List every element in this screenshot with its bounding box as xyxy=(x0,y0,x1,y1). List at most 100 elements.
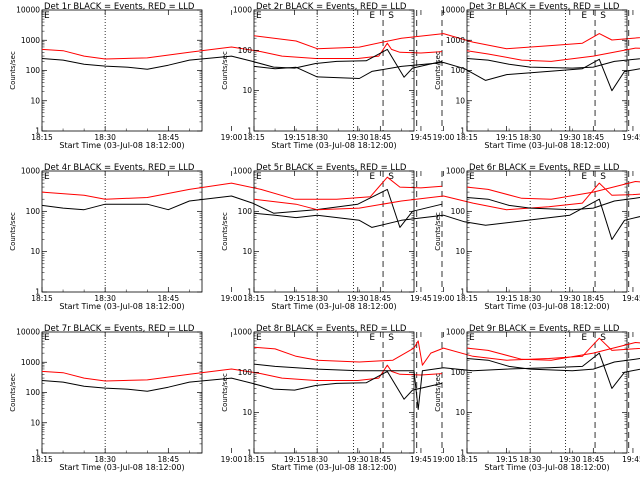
x-tick-label: 18:15 xyxy=(243,133,265,142)
plot-frame xyxy=(253,9,415,132)
x-tick-label: 18:30 xyxy=(519,455,541,464)
x-tick-label: 19:00 xyxy=(221,455,243,464)
y-tick-label: 1 xyxy=(247,449,252,458)
series-line-black-events xyxy=(466,58,640,69)
x-tick-label: 19:45 xyxy=(410,455,432,464)
y-tick-label: 100 xyxy=(26,66,41,75)
y-tick-label: 100 xyxy=(26,207,41,216)
series-line-red-lld xyxy=(41,176,443,200)
series-line-black-events xyxy=(253,352,640,410)
panel-title: Det 4r BLACK = Events, RED = LLD xyxy=(44,163,195,173)
y-tick-label: 100 xyxy=(451,207,466,216)
y-tick-label: 1 xyxy=(460,449,465,458)
y-axis-label: Counts/sec xyxy=(434,212,442,251)
series-line-black-events xyxy=(253,198,640,240)
marker-e-left: E xyxy=(469,172,475,182)
x-tick-label: 18:30 xyxy=(94,133,116,142)
marker-e-left: E xyxy=(44,11,50,21)
x-tick-label: 19:15 xyxy=(496,455,518,464)
x-tick-label: 18:45 xyxy=(370,133,392,142)
y-axis-label: Counts/sec xyxy=(221,373,229,412)
marker-e: E xyxy=(581,11,587,21)
marker-e-left: E xyxy=(469,333,475,343)
y-tick-label: 1000 xyxy=(446,36,465,45)
marker-e: E xyxy=(581,172,587,182)
y-tick-label: 10 xyxy=(242,86,252,95)
y-tick-label: 10000 xyxy=(16,328,40,337)
x-tick-label: 18:15 xyxy=(243,455,265,464)
x-axis-label: Start Time (03-Jul-08 18:12:00) xyxy=(484,302,609,311)
x-tick-label: 18:45 xyxy=(583,133,605,142)
y-tick-label: 1000 xyxy=(446,167,465,176)
panel-title: Det 2r BLACK = Events, RED = LLD xyxy=(256,2,407,12)
y-tick-label: 10 xyxy=(242,247,252,256)
y-tick-label: 10 xyxy=(455,408,465,417)
x-tick-label: 19:30 xyxy=(347,133,369,142)
y-tick-label: 1000 xyxy=(21,36,40,45)
x-axis-label: Start Time (03-Jul-08 18:12:00) xyxy=(484,463,609,472)
detector-panel-7: Det 7r BLACK = Events, RED = LLD 1 10 100 10… xyxy=(9,324,443,472)
y-tick-label: 10 xyxy=(30,96,40,105)
series-line-red-lld xyxy=(466,181,640,200)
detector-panel-4: Det 4r BLACK = Events, RED = LLD 1 10 100 10… xyxy=(9,163,443,311)
panel-title: Det 9r BLACK = Events, RED = LLD xyxy=(469,324,620,334)
y-tick-label: 100 xyxy=(238,368,253,377)
y-axis-label: Counts/sec xyxy=(434,373,442,412)
marker-s: S xyxy=(600,172,606,182)
series-line-red-lld xyxy=(253,33,640,50)
y-tick-label: 1000 xyxy=(21,167,40,176)
marker-s: S xyxy=(388,333,394,343)
x-tick-label: 19:15 xyxy=(284,133,306,142)
series-line-black-events xyxy=(466,197,640,211)
marker-e-left: E xyxy=(44,172,50,182)
y-tick-label: 100 xyxy=(451,66,466,75)
marker-s: S xyxy=(600,333,606,343)
x-tick-label: 18:30 xyxy=(306,294,328,303)
y-tick-label: 10 xyxy=(30,247,40,256)
plot-frame xyxy=(253,331,415,454)
plot-frame xyxy=(253,170,415,293)
x-tick-label: 18:15 xyxy=(456,133,478,142)
x-tick-label: 19:30 xyxy=(347,455,369,464)
x-tick-label: 18:45 xyxy=(158,133,180,142)
y-tick-label: 1000 xyxy=(446,328,465,337)
y-tick-label: 100 xyxy=(26,388,41,397)
series-line-red-lld xyxy=(253,337,640,366)
panel-title: Det 5r BLACK = Events, RED = LLD xyxy=(256,163,407,173)
x-tick-label: 18:45 xyxy=(370,294,392,303)
series-line-red-lld xyxy=(41,42,443,60)
plot-frame xyxy=(466,170,628,293)
series-line-black-events xyxy=(41,370,443,400)
y-axis-label: Counts/sec xyxy=(221,51,229,90)
x-tick-label: 18:45 xyxy=(158,455,180,464)
marker-e-left: E xyxy=(256,172,262,182)
y-tick-label: 1 xyxy=(35,449,40,458)
plot-frame xyxy=(466,9,628,132)
y-tick-label: 1000 xyxy=(233,6,252,15)
detector-panel-9: Det 9r BLACK = Events, RED = LLD 1 10 100 10… xyxy=(434,324,640,472)
x-tick-label: 19:45 xyxy=(622,294,640,303)
marker-s: S xyxy=(600,11,606,21)
x-tick-label: 18:15 xyxy=(31,294,53,303)
x-tick-label: 18:30 xyxy=(306,455,328,464)
x-tick-label: 19:15 xyxy=(284,455,306,464)
y-tick-label: 10 xyxy=(242,408,252,417)
y-tick-label: 1 xyxy=(460,288,465,297)
x-axis-label: Start Time (03-Jul-08 18:12:00) xyxy=(271,302,396,311)
x-tick-label: 19:00 xyxy=(221,133,243,142)
x-tick-label: 19:30 xyxy=(559,294,581,303)
x-axis-label: Start Time (03-Jul-08 18:12:00) xyxy=(59,463,184,472)
y-tick-label: 100 xyxy=(238,46,253,55)
x-tick-label: 19:15 xyxy=(284,294,306,303)
x-tick-label: 18:15 xyxy=(456,455,478,464)
x-tick-label: 18:45 xyxy=(583,294,605,303)
y-tick-label: 10 xyxy=(455,96,465,105)
y-tick-label: 10000 xyxy=(16,6,40,15)
x-tick-label: 19:15 xyxy=(496,294,518,303)
x-tick-label: 18:15 xyxy=(456,294,478,303)
y-tick-label: 10 xyxy=(455,247,465,256)
series-line-red-lld xyxy=(466,342,640,361)
x-tick-label: 19:45 xyxy=(410,294,432,303)
x-tick-label: 18:15 xyxy=(31,133,53,142)
